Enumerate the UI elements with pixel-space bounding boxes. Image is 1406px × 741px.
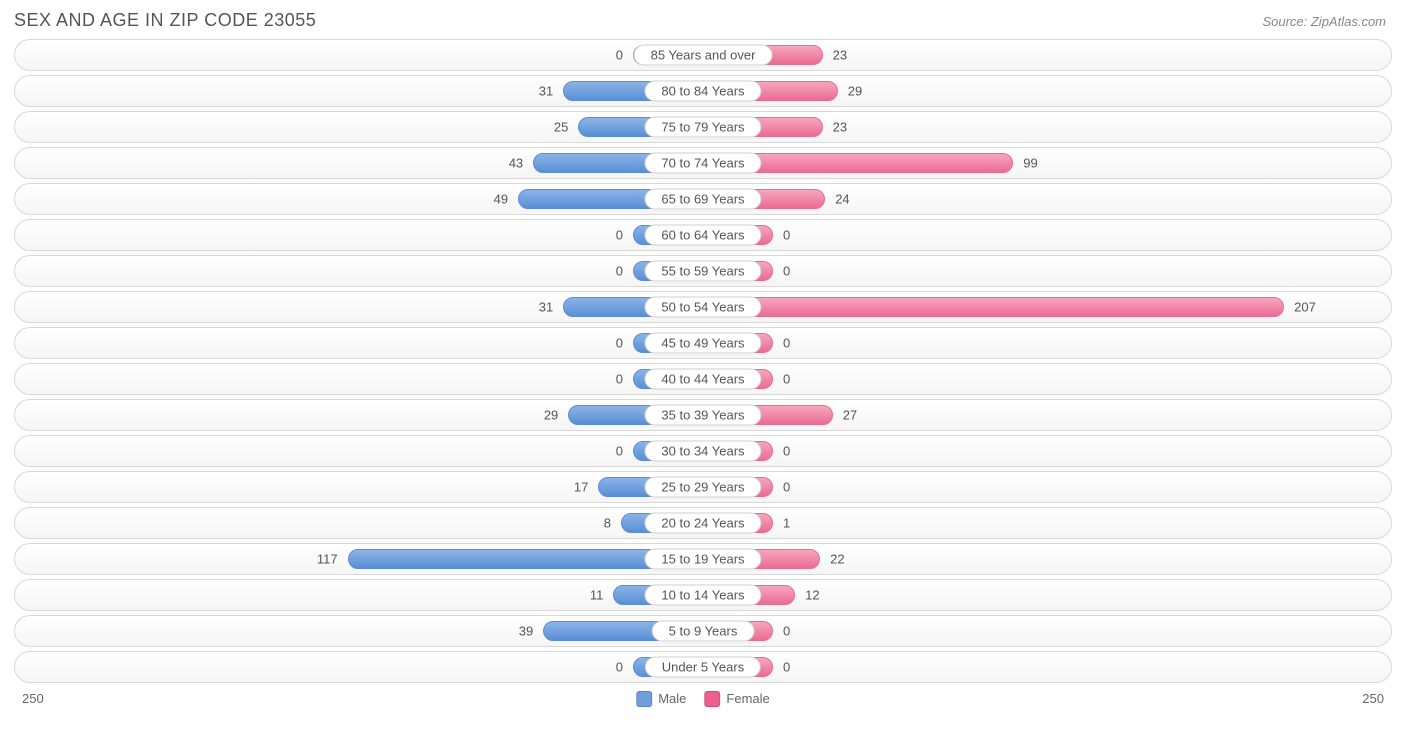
value-male: 43 (509, 156, 523, 171)
diverging-bar-chart: 85 Years and over 0 23 80 to 84 Years 31 29 75… (0, 39, 1406, 683)
age-group-label: 5 to 9 Years (652, 621, 755, 642)
chart-header: SEX AND AGE IN ZIP CODE 23055 Source: Zi… (0, 0, 1406, 39)
value-female: 0 (783, 444, 790, 459)
age-group-label: 25 to 29 Years (644, 477, 761, 498)
chart-row: 5 to 9 Years 39 0 (14, 615, 1392, 647)
chart-row: 35 to 39 Years 29 27 (14, 399, 1392, 431)
value-female: 0 (783, 624, 790, 639)
value-male: 29 (544, 408, 558, 423)
value-male: 31 (539, 84, 553, 99)
value-male: 0 (616, 336, 623, 351)
chart-row: 10 to 14 Years 11 12 (14, 579, 1392, 611)
value-female: 0 (783, 480, 790, 495)
value-female: 0 (783, 264, 790, 279)
value-female: 0 (783, 660, 790, 675)
value-male: 49 (494, 192, 508, 207)
legend-swatch-female (704, 691, 720, 707)
chart-row: 40 to 44 Years 0 0 (14, 363, 1392, 395)
chart-row: 65 to 69 Years 49 24 (14, 183, 1392, 215)
scale-min-right: 250 (1362, 691, 1384, 706)
value-male: 8 (604, 516, 611, 531)
chart-row: 70 to 74 Years 43 99 (14, 147, 1392, 179)
chart-row: 50 to 54 Years 31 207 (14, 291, 1392, 323)
age-group-label: 35 to 39 Years (644, 405, 761, 426)
value-female: 24 (835, 192, 849, 207)
chart-row: 30 to 34 Years 0 0 (14, 435, 1392, 467)
age-group-label: 40 to 44 Years (644, 369, 761, 390)
age-group-label: 85 Years and over (634, 45, 773, 66)
age-group-label: 80 to 84 Years (644, 81, 761, 102)
legend: Male Female (636, 691, 770, 707)
value-female: 99 (1023, 156, 1037, 171)
value-female: 0 (783, 372, 790, 387)
value-female: 1 (783, 516, 790, 531)
value-male: 0 (616, 264, 623, 279)
chart-row: 60 to 64 Years 0 0 (14, 219, 1392, 251)
value-male: 31 (539, 300, 553, 315)
chart-row: Under 5 Years 0 0 (14, 651, 1392, 683)
age-group-label: 20 to 24 Years (644, 513, 761, 534)
chart-row: 75 to 79 Years 25 23 (14, 111, 1392, 143)
chart-row: 25 to 29 Years 17 0 (14, 471, 1392, 503)
value-male: 0 (616, 372, 623, 387)
chart-row: 15 to 19 Years 117 22 (14, 543, 1392, 575)
value-male: 0 (616, 444, 623, 459)
age-group-label: 65 to 69 Years (644, 189, 761, 210)
value-male: 117 (317, 552, 338, 567)
bar-female (703, 297, 1284, 317)
value-female: 29 (848, 84, 862, 99)
chart-row: 20 to 24 Years 8 1 (14, 507, 1392, 539)
chart-row: 80 to 84 Years 31 29 (14, 75, 1392, 107)
chart-row: 85 Years and over 0 23 (14, 39, 1392, 71)
value-male: 0 (616, 48, 623, 63)
legend-swatch-male (636, 691, 652, 707)
value-male: 0 (616, 228, 623, 243)
age-group-label: 50 to 54 Years (644, 297, 761, 318)
legend-label-female: Female (726, 691, 769, 706)
scale-min-left: 250 (22, 691, 44, 706)
chart-title: SEX AND AGE IN ZIP CODE 23055 (14, 10, 316, 31)
age-group-label: 75 to 79 Years (644, 117, 761, 138)
age-group-label: 15 to 19 Years (644, 549, 761, 570)
legend-item-female: Female (704, 691, 769, 707)
age-group-label: 10 to 14 Years (644, 585, 761, 606)
value-male: 17 (574, 480, 588, 495)
age-group-label: 60 to 64 Years (644, 225, 761, 246)
value-female: 23 (833, 120, 847, 135)
value-male: 0 (616, 660, 623, 675)
value-male: 11 (590, 588, 604, 603)
age-group-label: Under 5 Years (645, 657, 761, 678)
age-group-label: 55 to 59 Years (644, 261, 761, 282)
value-male: 39 (519, 624, 533, 639)
chart-footer: 250 Male Female 250 (0, 687, 1406, 706)
value-female: 0 (783, 228, 790, 243)
value-male: 25 (554, 120, 568, 135)
value-female: 27 (843, 408, 857, 423)
age-group-label: 45 to 49 Years (644, 333, 761, 354)
legend-label-male: Male (658, 691, 686, 706)
value-female: 0 (783, 336, 790, 351)
value-female: 207 (1294, 300, 1316, 315)
legend-item-male: Male (636, 691, 686, 707)
chart-source: Source: ZipAtlas.com (1262, 14, 1386, 29)
value-female: 23 (833, 48, 847, 63)
value-female: 12 (805, 588, 819, 603)
age-group-label: 30 to 34 Years (644, 441, 761, 462)
chart-row: 45 to 49 Years 0 0 (14, 327, 1392, 359)
chart-row: 55 to 59 Years 0 0 (14, 255, 1392, 287)
value-female: 22 (830, 552, 844, 567)
age-group-label: 70 to 74 Years (644, 153, 761, 174)
